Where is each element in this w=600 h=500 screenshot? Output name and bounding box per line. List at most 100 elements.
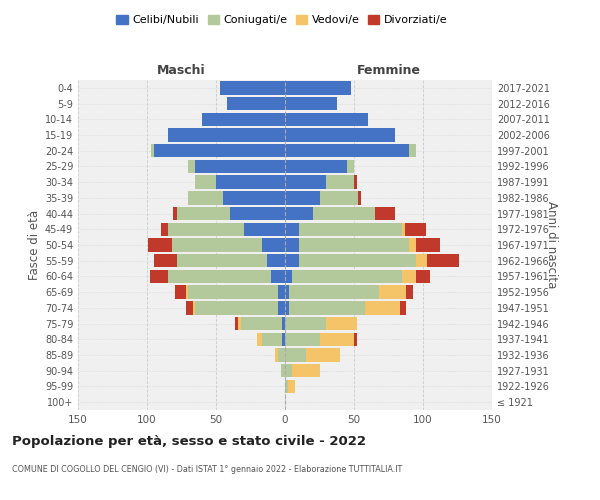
Bar <box>168 128 285 141</box>
Bar <box>278 348 285 362</box>
Bar <box>405 222 426 236</box>
Bar <box>299 238 409 252</box>
Bar <box>275 348 278 362</box>
Bar <box>427 254 459 268</box>
Bar <box>150 270 168 283</box>
Bar <box>285 364 292 378</box>
Bar <box>173 207 178 220</box>
Bar <box>285 81 351 94</box>
Bar <box>409 144 416 158</box>
Bar <box>285 112 368 126</box>
Bar <box>148 238 172 252</box>
Bar <box>271 270 285 283</box>
Bar <box>292 270 402 283</box>
Bar <box>416 254 427 268</box>
Bar <box>365 301 400 314</box>
Bar <box>299 254 416 268</box>
Bar <box>409 238 416 252</box>
Bar <box>188 160 196 173</box>
Bar <box>306 348 340 362</box>
Bar <box>403 222 405 236</box>
Bar <box>267 254 285 268</box>
Bar <box>285 97 337 110</box>
Bar <box>285 348 306 362</box>
Bar <box>262 238 285 252</box>
Bar <box>188 286 278 299</box>
Bar <box>196 176 216 189</box>
Bar <box>285 317 326 330</box>
Bar <box>216 176 285 189</box>
Bar <box>285 301 289 314</box>
Bar <box>358 191 361 204</box>
Bar <box>285 176 326 189</box>
Bar <box>289 301 365 314</box>
Y-axis label: Anni di nascita: Anni di nascita <box>545 202 558 288</box>
Bar <box>285 160 347 173</box>
Bar <box>238 317 241 330</box>
Y-axis label: Fasce di età: Fasce di età <box>28 210 41 280</box>
Text: Maschi: Maschi <box>157 64 206 76</box>
Bar <box>154 254 178 268</box>
Bar <box>282 332 285 346</box>
Bar <box>278 301 285 314</box>
Text: COMUNE DI COGOLLO DEL CENGIO (VI) - Dati ISTAT 1° gennaio 2022 - Elaborazione TU: COMUNE DI COGOLLO DEL CENGIO (VI) - Dati… <box>12 465 402 474</box>
Bar <box>354 332 357 346</box>
Bar <box>299 222 403 236</box>
Text: Femmine: Femmine <box>356 64 421 76</box>
Bar <box>175 286 185 299</box>
Bar <box>285 191 320 204</box>
Bar <box>320 191 358 204</box>
Bar <box>285 222 299 236</box>
Bar <box>151 144 154 158</box>
Bar <box>285 238 299 252</box>
Bar <box>154 144 285 158</box>
Bar <box>416 238 440 252</box>
Bar <box>223 191 285 204</box>
Bar <box>196 160 285 173</box>
Bar <box>227 97 285 110</box>
Bar <box>285 207 313 220</box>
Bar <box>185 286 188 299</box>
Bar <box>193 301 196 314</box>
Bar <box>320 332 354 346</box>
Bar <box>220 81 285 94</box>
Bar <box>244 222 285 236</box>
Bar <box>178 254 267 268</box>
Bar <box>282 317 285 330</box>
Bar <box>185 301 193 314</box>
Bar <box>289 286 379 299</box>
Bar <box>285 286 289 299</box>
Bar <box>292 364 320 378</box>
Bar <box>400 301 406 314</box>
Bar <box>188 191 223 204</box>
Bar <box>285 380 288 393</box>
Text: Popolazione per età, sesso e stato civile - 2022: Popolazione per età, sesso e stato civil… <box>12 435 366 448</box>
Bar <box>326 176 354 189</box>
Bar <box>161 222 168 236</box>
Bar <box>178 207 230 220</box>
Bar <box>262 332 282 346</box>
Bar <box>235 317 238 330</box>
Bar <box>406 286 413 299</box>
Bar <box>257 332 262 346</box>
Bar <box>241 317 282 330</box>
Bar <box>347 160 354 173</box>
Bar <box>285 128 395 141</box>
Bar <box>403 270 416 283</box>
Bar <box>168 270 271 283</box>
Bar <box>379 286 406 299</box>
Bar <box>285 332 320 346</box>
Bar <box>196 301 278 314</box>
Bar <box>313 207 375 220</box>
Bar <box>168 222 244 236</box>
Bar <box>285 144 409 158</box>
Bar <box>172 238 262 252</box>
Bar <box>281 364 285 378</box>
Bar <box>202 112 285 126</box>
Bar <box>288 380 295 393</box>
Bar <box>354 176 357 189</box>
Bar <box>285 270 292 283</box>
Bar <box>326 317 357 330</box>
Bar <box>230 207 285 220</box>
Legend: Celibi/Nubili, Coniugati/e, Vedovi/e, Divorziati/e: Celibi/Nubili, Coniugati/e, Vedovi/e, Di… <box>112 10 452 30</box>
